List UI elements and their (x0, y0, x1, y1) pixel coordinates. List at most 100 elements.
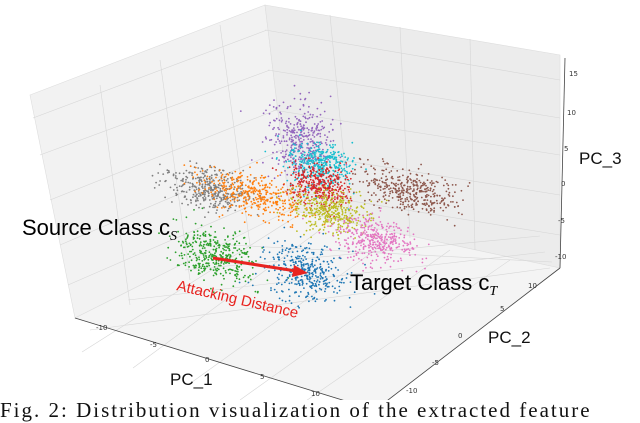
data-point (311, 258, 314, 261)
data-point (330, 218, 333, 220)
data-point (332, 200, 335, 203)
data-point (392, 187, 395, 190)
data-point (434, 185, 436, 188)
data-point (242, 276, 245, 279)
data-point (238, 205, 241, 207)
data-point (336, 197, 339, 199)
data-point (193, 252, 196, 254)
data-point (391, 235, 394, 238)
data-point (319, 218, 322, 220)
data-point (392, 221, 395, 224)
data-point (320, 174, 323, 177)
data-point (203, 199, 205, 202)
data-point (364, 236, 367, 239)
data-point (415, 184, 418, 187)
data-point (220, 250, 223, 253)
data-point (204, 267, 207, 270)
data-point (337, 183, 340, 186)
data-point (276, 240, 279, 243)
data-point (246, 192, 249, 194)
data-point (308, 165, 311, 168)
data-point (336, 213, 339, 215)
data-point (317, 178, 319, 181)
data-point (387, 199, 390, 202)
data-point (328, 155, 331, 157)
data-point (314, 214, 317, 217)
data-point (324, 232, 327, 235)
data-point (220, 256, 223, 258)
data-point (294, 209, 297, 211)
data-point (209, 245, 212, 247)
data-point (306, 171, 309, 174)
data-point (403, 236, 406, 239)
data-point (185, 216, 188, 219)
data-point (345, 202, 347, 204)
data-point (273, 99, 275, 101)
data-point (183, 182, 186, 185)
data-point (203, 267, 205, 270)
data-point (346, 272, 349, 275)
data-point (209, 240, 212, 243)
data-point (347, 188, 350, 191)
data-point (313, 264, 316, 267)
data-point (391, 191, 394, 194)
data-point (182, 262, 185, 265)
z-tick: 15 (569, 70, 578, 78)
data-point (333, 299, 336, 302)
data-point (404, 249, 407, 252)
data-point (281, 250, 284, 253)
data-point (309, 162, 312, 165)
data-point (305, 229, 308, 232)
data-point (238, 266, 240, 268)
data-point (405, 248, 408, 251)
data-point (312, 114, 314, 116)
data-point (168, 235, 171, 238)
data-point (314, 275, 317, 277)
data-point (276, 211, 279, 214)
data-point (310, 187, 312, 190)
data-point (201, 168, 204, 170)
data-point (208, 184, 211, 187)
data-point (293, 84, 296, 87)
data-point (215, 212, 218, 214)
data-point (338, 203, 341, 206)
data-point (317, 129, 320, 132)
data-point (327, 197, 330, 200)
data-point (296, 215, 299, 218)
data-point (183, 190, 185, 193)
data-point (306, 153, 309, 156)
data-point (317, 145, 320, 148)
data-point (278, 140, 281, 142)
data-point (214, 202, 217, 205)
data-point (369, 243, 372, 246)
data-point (346, 186, 349, 188)
data-point (291, 278, 293, 281)
data-point (172, 218, 175, 221)
grid-line (272, 109, 561, 156)
data-point (284, 130, 286, 132)
data-point (377, 240, 379, 243)
data-point (273, 177, 276, 180)
data-point (418, 179, 421, 182)
data-point (354, 228, 357, 231)
data-point (294, 144, 297, 146)
data-point (264, 189, 267, 192)
data-point (405, 178, 408, 181)
data-point (320, 201, 322, 204)
data-point (409, 178, 411, 180)
data-point (297, 175, 300, 177)
grid-line (306, 259, 511, 400)
data-point (332, 204, 335, 207)
data-point (214, 252, 216, 255)
data-point (430, 203, 433, 206)
data-point (305, 180, 308, 183)
data-point (320, 248, 323, 251)
data-point (299, 188, 301, 191)
data-point (423, 199, 425, 202)
data-point (251, 182, 254, 185)
data-point (354, 168, 356, 171)
data-point (327, 195, 330, 198)
data-point (377, 247, 379, 250)
data-point (185, 232, 188, 235)
data-point (342, 199, 345, 202)
